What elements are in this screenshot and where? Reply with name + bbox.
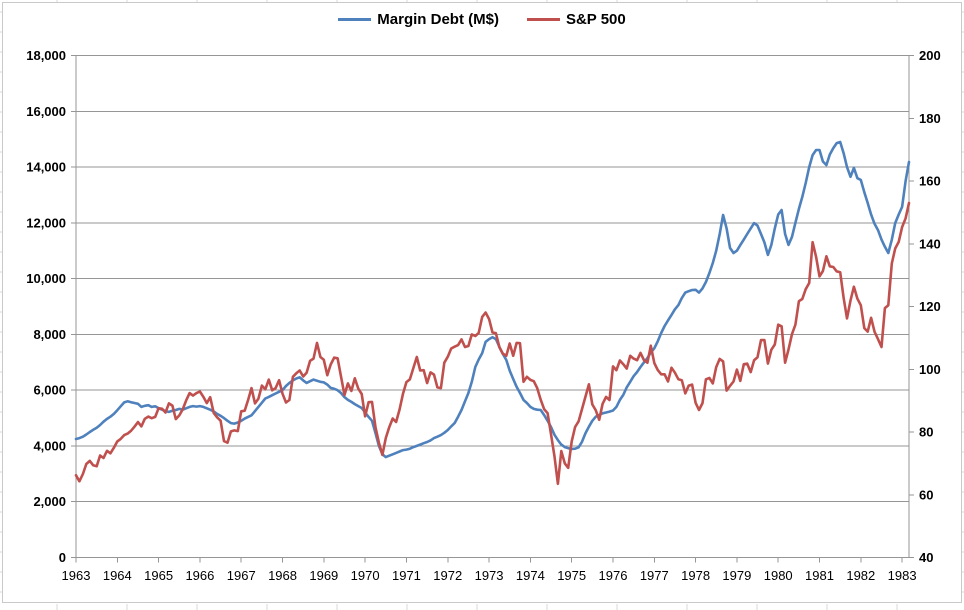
right-axis-label: 100 <box>919 362 941 377</box>
x-axis-year-label: 1967 <box>227 568 256 583</box>
left-axis-label: 4,000 <box>33 438 66 453</box>
legend-label-sp500: S&P 500 <box>565 11 626 28</box>
chart-legend: Margin Debt (M$) S&P 500 <box>0 11 964 28</box>
right-axis-label: 120 <box>919 299 941 314</box>
margin-debt-line-swatch <box>338 18 372 21</box>
right-axis-label: 60 <box>919 487 933 502</box>
x-axis-year-label: 1980 <box>764 568 793 583</box>
x-axis-year-label: 1970 <box>351 568 380 583</box>
sp500-line <box>74 201 911 486</box>
right-axis-label: 140 <box>919 236 941 251</box>
x-axis-year-label: 1983 <box>888 568 917 583</box>
right-axis-label: 200 <box>919 48 941 63</box>
left-axis-label: 8,000 <box>33 327 66 342</box>
legend-item-sp500: S&P 500 <box>526 11 626 28</box>
x-axis-year-label: 1975 <box>557 568 586 583</box>
x-axis-year-label: 1963 <box>62 568 91 583</box>
left-axis-label: 16,000 <box>26 104 66 119</box>
right-axis-label: 180 <box>919 111 941 126</box>
left-axis-label: 0 <box>59 550 66 565</box>
x-axis-year-label: 1973 <box>475 568 504 583</box>
right-axis-label: 80 <box>919 425 933 440</box>
x-axis-year-label: 1966 <box>185 568 214 583</box>
sp500-line-swatch <box>526 18 560 21</box>
x-axis-year-label: 1979 <box>722 568 751 583</box>
left-axis-label: 10,000 <box>26 271 66 286</box>
x-axis-year-label: 1977 <box>640 568 669 583</box>
x-axis-year-label: 1978 <box>681 568 710 583</box>
legend-label-margin-debt: Margin Debt (M$) <box>377 11 499 28</box>
x-axis-year-label: 1969 <box>309 568 338 583</box>
left-axis-label: 14,000 <box>26 160 66 175</box>
x-axis-year-label: 1971 <box>392 568 421 583</box>
x-axis-year-label: 1964 <box>103 568 132 583</box>
x-axis-year-label: 1974 <box>516 568 545 583</box>
x-axis-year-label: 1965 <box>144 568 173 583</box>
left-axis-label: 2,000 <box>33 494 66 509</box>
left-axis-label: 6,000 <box>33 383 66 398</box>
margin-debt-line <box>74 140 911 459</box>
x-axis-year-label: 1968 <box>268 568 297 583</box>
x-axis-year-label: 1972 <box>433 568 462 583</box>
x-axis-year-label: 1982 <box>846 568 875 583</box>
x-axis-year-label: 1981 <box>805 568 834 583</box>
legend-item-margin-debt: Margin Debt (M$) <box>338 11 499 28</box>
left-axis-label: 18,000 <box>26 48 66 63</box>
left-axis-label: 12,000 <box>26 215 66 230</box>
right-axis-label: 40 <box>919 550 933 565</box>
right-axis-label: 160 <box>919 174 941 189</box>
x-axis-year-label: 1976 <box>599 568 628 583</box>
